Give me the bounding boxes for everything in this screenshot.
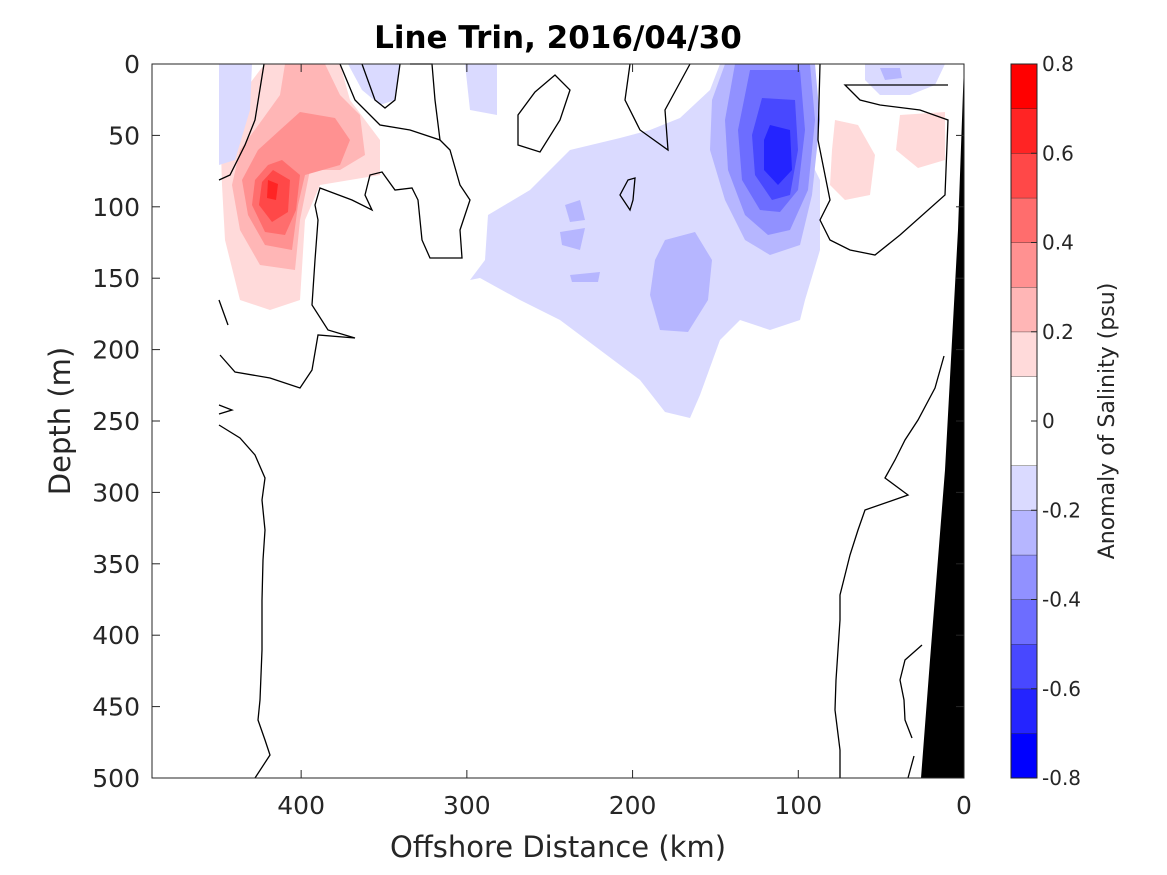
contour-line: [619, 177, 636, 212]
contour-line: [218, 63, 265, 181]
contour-line: [834, 355, 945, 778]
fill-positive-0.6: [267, 180, 278, 200]
colorbar-tick-label: 0.4: [1042, 231, 1074, 255]
y-tick-label: 450: [92, 693, 140, 722]
fill-negative-west: [219, 64, 252, 165]
colorbar-band: [1011, 599, 1037, 645]
fill-negative-east-surface-b: [880, 68, 902, 80]
colorbar-label: Anomaly of Salinity (psu): [1095, 283, 1120, 560]
contour-line: [219, 63, 471, 389]
colorbar-tick-label: -0.6: [1042, 677, 1081, 701]
fill-negative-0.2-small-c: [570, 272, 600, 282]
y-axis-label: Depth (m): [43, 347, 77, 495]
y-tick-label: 100: [92, 193, 140, 222]
colorbar-tick-label: 0: [1042, 409, 1055, 433]
x-tick-label: 0: [956, 791, 972, 820]
fill-negative-0.2-deep: [650, 232, 712, 332]
x-axis: 400 300 200 100 0: [277, 64, 972, 820]
y-tick-label: 300: [92, 478, 140, 507]
colorbar-band: [1011, 688, 1037, 734]
y-tick-label: 500: [92, 764, 140, 793]
x-tick-label: 300: [443, 791, 491, 820]
y-axis: 0 50 100 150 200 250 300 350 400 450 500: [92, 50, 964, 793]
fill-positive-nearshore-b: [896, 112, 945, 168]
colorbar-band: [1011, 108, 1037, 154]
fill-negative-0.2-small-b: [560, 228, 585, 250]
colorbar-band: [1011, 331, 1037, 377]
y-tick-label: 200: [92, 336, 140, 365]
fill-negative-0.2-small: [565, 200, 585, 222]
x-tick-label: 200: [609, 791, 657, 820]
colorbar-band: [1011, 554, 1037, 600]
colorbar-tick-label: 0.2: [1042, 320, 1074, 344]
colorbar-band: [1011, 153, 1037, 198]
y-tick-label: 50: [108, 121, 140, 150]
x-tick-label: 100: [774, 791, 822, 820]
y-tick-label: 350: [92, 550, 140, 579]
bathymetry-slope: [921, 64, 964, 778]
x-tick-label: 400: [277, 791, 325, 820]
y-tick-label: 400: [92, 621, 140, 650]
contour-lines: [218, 63, 949, 779]
contour-line: [218, 299, 229, 326]
contour-fills: [219, 64, 945, 418]
colorbar: -0.8 -0.6 -0.4 -0.2 0 0.2 0.4 0.6 0.8: [1010, 52, 1081, 790]
fill-positive-nearshore-a: [830, 120, 875, 200]
contour-line: [517, 74, 571, 153]
colorbar-tick-label: 0.8: [1042, 52, 1074, 76]
plot-area: 400 300 200 100 0 0 50 100 150 200 250 300 350 400 45…: [92, 50, 972, 820]
contour-line: [899, 644, 923, 739]
y-tick-label: 0: [124, 50, 140, 79]
fill-negative-0.6: [764, 125, 792, 185]
colorbar-tick-label: 0.6: [1042, 141, 1074, 165]
chart-title: Line Trin, 2016/04/30: [374, 20, 742, 56]
colorbar-band: [1011, 64, 1037, 109]
colorbar-band: [1011, 733, 1037, 778]
contour-line: [218, 404, 234, 415]
colorbar-band: [1011, 465, 1037, 511]
contour-line: [361, 63, 401, 109]
colorbar-band: [1011, 197, 1037, 243]
colorbar-band: [1011, 242, 1037, 288]
colorbar-band: [1011, 287, 1037, 332]
y-tick-label: 250: [92, 407, 140, 436]
x-axis-label: Offshore Distance (km): [390, 830, 726, 864]
contour-line: [907, 755, 915, 779]
colorbar-band: [1011, 510, 1037, 555]
colorbar-band: [1011, 644, 1037, 689]
colorbar-tick-label: -0.4: [1042, 588, 1081, 612]
contour-line: [218, 424, 271, 779]
colorbar-tick-label: -0.2: [1042, 498, 1081, 522]
y-tick-label: 150: [92, 264, 140, 293]
fill-negative-small-b: [465, 64, 497, 115]
contour-line: [624, 63, 691, 152]
fill-negative-small-a: [348, 64, 400, 105]
contour-line: [817, 63, 949, 256]
colorbar-tick-label: -0.8: [1042, 766, 1081, 790]
